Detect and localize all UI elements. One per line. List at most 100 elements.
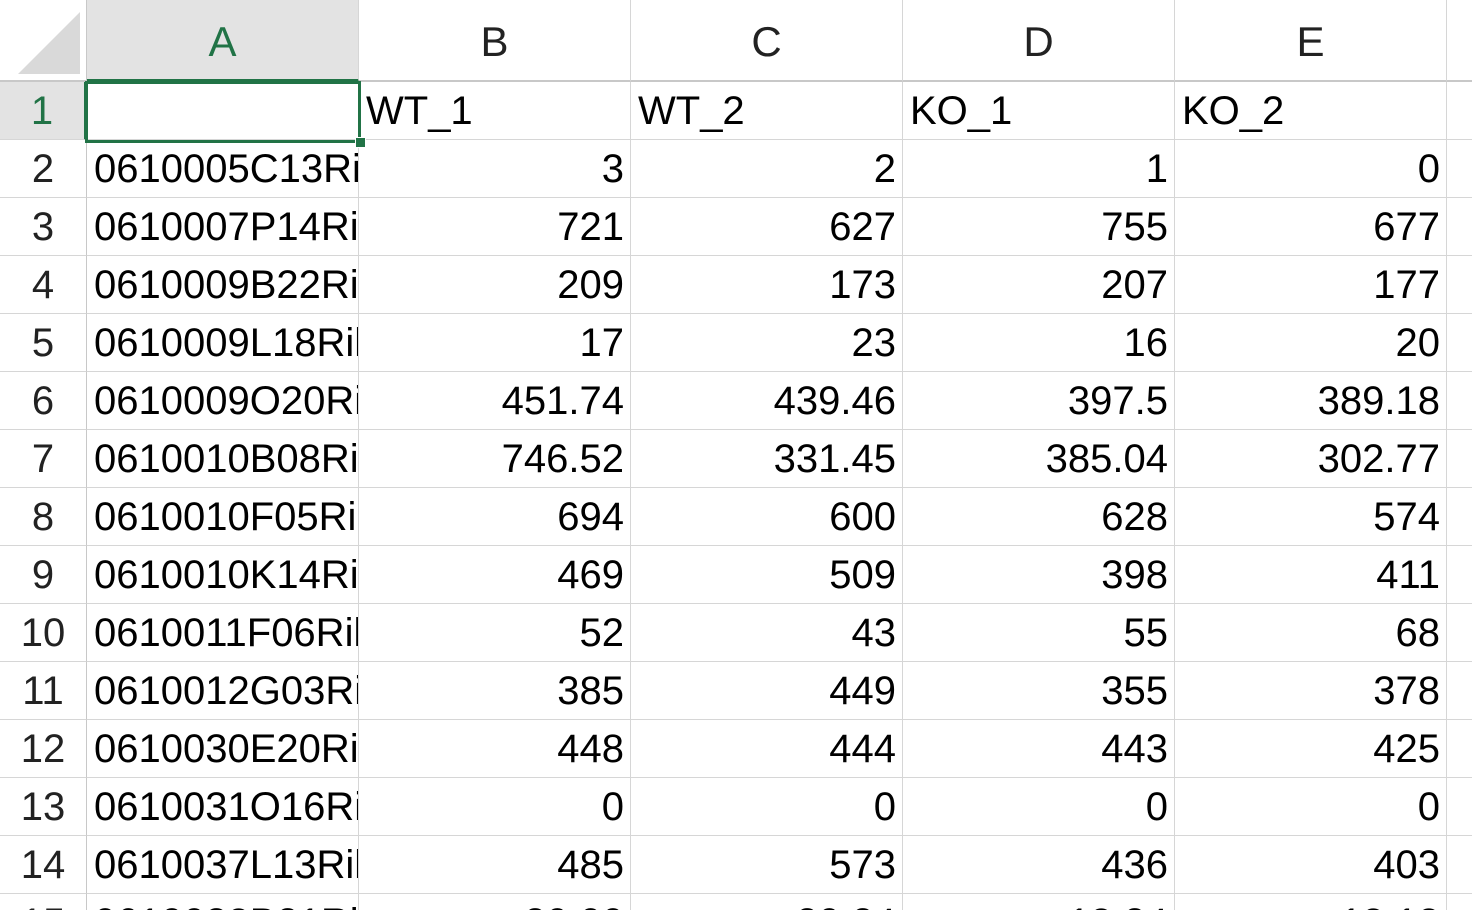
column-header-a[interactable]: A xyxy=(87,0,359,82)
row-header-5[interactable]: 5 xyxy=(0,314,87,372)
row-header-15[interactable]: 15 xyxy=(0,894,87,910)
cell-c1[interactable]: WT_2 xyxy=(631,82,903,140)
cell-e7[interactable]: 302.77 xyxy=(1175,430,1447,488)
cell-d11[interactable]: 355 xyxy=(903,662,1175,720)
row-header-1[interactable]: 1 xyxy=(0,82,87,140)
cell-c12[interactable]: 444 xyxy=(631,720,903,778)
cell-b4[interactable]: 209 xyxy=(359,256,631,314)
row-header-8[interactable]: 8 xyxy=(0,488,87,546)
cell-e2[interactable]: 0 xyxy=(1175,140,1447,198)
row-header-6[interactable]: 6 xyxy=(0,372,87,430)
cell-e11[interactable]: 378 xyxy=(1175,662,1447,720)
cell-overflow-5 xyxy=(1447,314,1472,372)
cell-b1[interactable]: WT_1 xyxy=(359,82,631,140)
cell-overflow-4 xyxy=(1447,256,1472,314)
cell-e13[interactable]: 0 xyxy=(1175,778,1447,836)
cell-a6[interactable]: 0610009O20Rik xyxy=(87,372,359,430)
cell-b10[interactable]: 52 xyxy=(359,604,631,662)
cell-c8[interactable]: 600 xyxy=(631,488,903,546)
column-header-c[interactable]: C xyxy=(631,0,903,82)
cell-c5[interactable]: 23 xyxy=(631,314,903,372)
cell-a4[interactable]: 0610009B22Rik xyxy=(87,256,359,314)
row-header-12[interactable]: 12 xyxy=(0,720,87,778)
cell-c14[interactable]: 573 xyxy=(631,836,903,894)
cell-e6[interactable]: 389.18 xyxy=(1175,372,1447,430)
cell-e5[interactable]: 20 xyxy=(1175,314,1447,372)
cell-a8[interactable]: 0610010F05Rik xyxy=(87,488,359,546)
cell-c3[interactable]: 627 xyxy=(631,198,903,256)
cell-d2[interactable]: 1 xyxy=(903,140,1175,198)
cell-b3[interactable]: 721 xyxy=(359,198,631,256)
cell-d15[interactable]: 18.24 xyxy=(903,894,1175,910)
row-header-13[interactable]: 13 xyxy=(0,778,87,836)
cell-c13[interactable]: 0 xyxy=(631,778,903,836)
cell-e15[interactable]: 18.18 xyxy=(1175,894,1447,910)
cell-d10[interactable]: 55 xyxy=(903,604,1175,662)
cell-a13[interactable]: 0610031O16Rik xyxy=(87,778,359,836)
column-header-e[interactable]: E xyxy=(1175,0,1447,82)
cell-d4[interactable]: 207 xyxy=(903,256,1175,314)
row-header-11[interactable]: 11 xyxy=(0,662,87,720)
cell-a2[interactable]: 0610005C13Rik xyxy=(87,140,359,198)
cell-a3[interactable]: 0610007P14Rik xyxy=(87,198,359,256)
cell-c11[interactable]: 449 xyxy=(631,662,903,720)
cell-d5[interactable]: 16 xyxy=(903,314,1175,372)
cell-a11[interactable]: 0610012G03Rik xyxy=(87,662,359,720)
cell-d12[interactable]: 443 xyxy=(903,720,1175,778)
cell-e3[interactable]: 677 xyxy=(1175,198,1447,256)
row-header-4[interactable]: 4 xyxy=(0,256,87,314)
cell-b12[interactable]: 448 xyxy=(359,720,631,778)
fill-handle[interactable] xyxy=(355,137,366,148)
cell-c6[interactable]: 439.46 xyxy=(631,372,903,430)
cell-c10[interactable]: 43 xyxy=(631,604,903,662)
cell-b13[interactable]: 0 xyxy=(359,778,631,836)
row-header-2[interactable]: 2 xyxy=(0,140,87,198)
cell-a5[interactable]: 0610009L18Rik xyxy=(87,314,359,372)
cell-b14[interactable]: 485 xyxy=(359,836,631,894)
cell-e4[interactable]: 177 xyxy=(1175,256,1447,314)
cell-a9[interactable]: 0610010K14Rik xyxy=(87,546,359,604)
cell-b6[interactable]: 451.74 xyxy=(359,372,631,430)
cell-b11[interactable]: 385 xyxy=(359,662,631,720)
cell-d1[interactable]: KO_1 xyxy=(903,82,1175,140)
select-all-corner[interactable] xyxy=(0,0,87,82)
cell-overflow-15 xyxy=(1447,894,1472,910)
cell-a12[interactable]: 0610030E20Rik xyxy=(87,720,359,778)
cell-e12[interactable]: 425 xyxy=(1175,720,1447,778)
cell-b2[interactable]: 3 xyxy=(359,140,631,198)
row-header-14[interactable]: 14 xyxy=(0,836,87,894)
cell-d6[interactable]: 397.5 xyxy=(903,372,1175,430)
cell-b9[interactable]: 469 xyxy=(359,546,631,604)
cell-b8[interactable]: 694 xyxy=(359,488,631,546)
cell-c4[interactable]: 173 xyxy=(631,256,903,314)
cell-e8[interactable]: 574 xyxy=(1175,488,1447,546)
cell-d14[interactable]: 436 xyxy=(903,836,1175,894)
cell-a7[interactable]: 0610010B08Rik xyxy=(87,430,359,488)
cell-c9[interactable]: 509 xyxy=(631,546,903,604)
cell-d3[interactable]: 755 xyxy=(903,198,1175,256)
column-header-d[interactable]: D xyxy=(903,0,1175,82)
row-header-7[interactable]: 7 xyxy=(0,430,87,488)
cell-c7[interactable]: 331.45 xyxy=(631,430,903,488)
row-header-10[interactable]: 10 xyxy=(0,604,87,662)
cell-a10[interactable]: 0610011F06Rik xyxy=(87,604,359,662)
cell-e1[interactable]: KO_2 xyxy=(1175,82,1447,140)
cell-b5[interactable]: 17 xyxy=(359,314,631,372)
cell-a1[interactable] xyxy=(87,82,359,140)
row-header-9[interactable]: 9 xyxy=(0,546,87,604)
cell-b7[interactable]: 746.52 xyxy=(359,430,631,488)
row-header-3[interactable]: 3 xyxy=(0,198,87,256)
cell-e10[interactable]: 68 xyxy=(1175,604,1447,662)
column-header-b[interactable]: B xyxy=(359,0,631,82)
cell-e14[interactable]: 403 xyxy=(1175,836,1447,894)
cell-d8[interactable]: 628 xyxy=(903,488,1175,546)
cell-a14[interactable]: 0610037L13Rik xyxy=(87,836,359,894)
cell-d13[interactable]: 0 xyxy=(903,778,1175,836)
cell-c15[interactable]: 20.24 xyxy=(631,894,903,910)
cell-a15[interactable]: 0610038B21Rik xyxy=(87,894,359,910)
cell-d9[interactable]: 398 xyxy=(903,546,1175,604)
cell-d7[interactable]: 385.04 xyxy=(903,430,1175,488)
cell-b15[interactable]: 20.00 xyxy=(359,894,631,910)
cell-e9[interactable]: 411 xyxy=(1175,546,1447,604)
cell-c2[interactable]: 2 xyxy=(631,140,903,198)
